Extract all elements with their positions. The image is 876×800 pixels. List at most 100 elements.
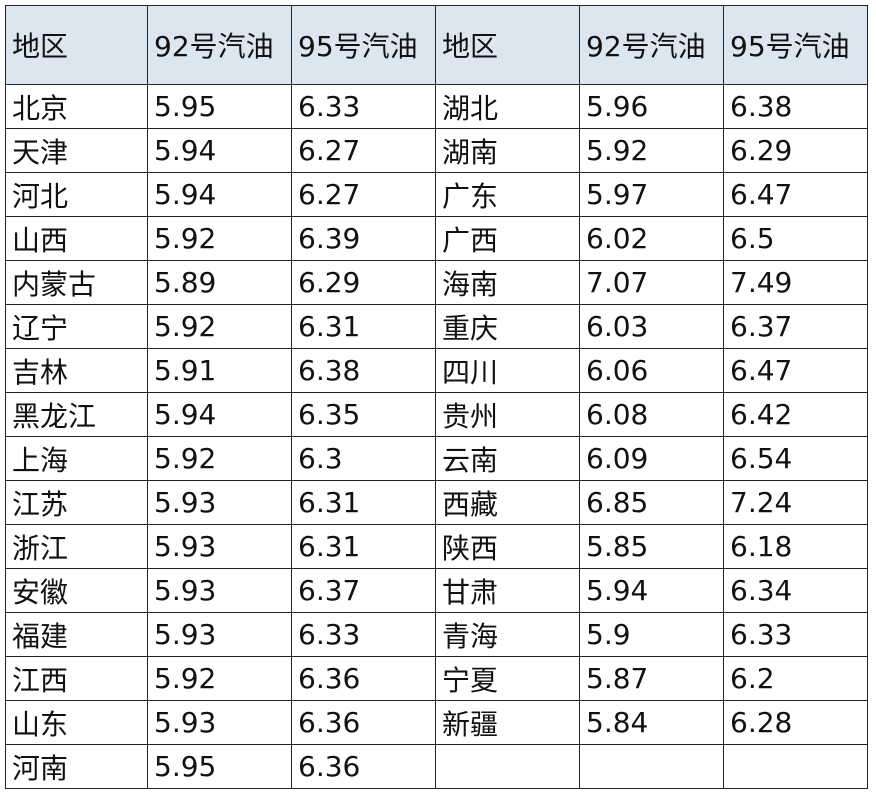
table-cell: 浙江 [5, 525, 148, 569]
table-cell: 重庆 [436, 305, 580, 349]
table-cell: 5.93 [148, 701, 292, 745]
table-cell: 海南 [436, 261, 580, 305]
table-cell: 6.27 [292, 173, 436, 217]
table-cell: 5.94 [148, 393, 292, 437]
table-cell: 6.36 [292, 701, 436, 745]
table-cell: 7.24 [724, 481, 868, 525]
table-cell: 5.93 [148, 613, 292, 657]
table-cell: 5.94 [580, 569, 724, 613]
table-cell: 6.29 [292, 261, 436, 305]
table-cell: 5.92 [580, 129, 724, 173]
table-cell: 6.34 [724, 569, 868, 613]
header-cell: 地区 [436, 5, 580, 85]
table-cell: 6.47 [724, 173, 868, 217]
table-cell: 5.9 [580, 613, 724, 657]
empty-cell [724, 745, 868, 789]
table-cell: 6.33 [292, 613, 436, 657]
table-cell: 6.02 [580, 217, 724, 261]
table-cell: 6.54 [724, 437, 868, 481]
table-cell: 湖北 [436, 85, 580, 129]
table-cell: 6.08 [580, 393, 724, 437]
table-cell: 安徽 [5, 569, 148, 613]
table-cell: 山东 [5, 701, 148, 745]
table-cell: 6.39 [292, 217, 436, 261]
header-cell: 95号汽油 [292, 5, 436, 85]
table-cell: 云南 [436, 437, 580, 481]
table-cell: 5.92 [148, 437, 292, 481]
table-cell: 四川 [436, 349, 580, 393]
table-cell: 5.92 [148, 657, 292, 701]
table-cell: 6.03 [580, 305, 724, 349]
table-cell: 6.28 [724, 701, 868, 745]
table-cell: 福建 [5, 613, 148, 657]
table-cell: 内蒙古 [5, 261, 148, 305]
table-cell: 6.06 [580, 349, 724, 393]
table-cell: 6.33 [724, 613, 868, 657]
header-cell: 95号汽油 [724, 5, 868, 85]
table-cell: 6.85 [580, 481, 724, 525]
table-cell: 广东 [436, 173, 580, 217]
table-cell: 6.27 [292, 129, 436, 173]
table-cell: 6.36 [292, 657, 436, 701]
table-cell: 6.33 [292, 85, 436, 129]
table-cell: 天津 [5, 129, 148, 173]
table-cell: 5.93 [148, 481, 292, 525]
table-cell: 6.31 [292, 481, 436, 525]
table-cell: 6.31 [292, 305, 436, 349]
table-cell: 5.91 [148, 349, 292, 393]
table-cell: 6.5 [724, 217, 868, 261]
table-cell: 6.36 [292, 745, 436, 789]
header-cell: 92号汽油 [580, 5, 724, 85]
table-cell: 湖南 [436, 129, 580, 173]
table-cell: 北京 [5, 85, 148, 129]
table-cell: 5.92 [148, 217, 292, 261]
header-cell: 92号汽油 [148, 5, 292, 85]
table-cell: 5.94 [148, 173, 292, 217]
table-cell: 广西 [436, 217, 580, 261]
table-cell: 6.38 [292, 349, 436, 393]
table-cell: 5.93 [148, 569, 292, 613]
table-cell: 7.07 [580, 261, 724, 305]
table-cell: 甘肃 [436, 569, 580, 613]
table-cell: 6.38 [724, 85, 868, 129]
table-cell: 6.35 [292, 393, 436, 437]
empty-cell [436, 745, 580, 789]
table-cell: 6.42 [724, 393, 868, 437]
table-cell: 6.31 [292, 525, 436, 569]
table-cell: 6.3 [292, 437, 436, 481]
table-cell: 5.87 [580, 657, 724, 701]
table-cell: 陕西 [436, 525, 580, 569]
table-cell: 辽宁 [5, 305, 148, 349]
table-cell: 5.95 [148, 745, 292, 789]
table-cell: 5.92 [148, 305, 292, 349]
table-cell: 5.97 [580, 173, 724, 217]
table-cell: 5.85 [580, 525, 724, 569]
table-cell: 河北 [5, 173, 148, 217]
table-cell: 6.29 [724, 129, 868, 173]
empty-cell [580, 745, 724, 789]
table-cell: 5.96 [580, 85, 724, 129]
table-cell: 5.89 [148, 261, 292, 305]
table-cell: 黑龙江 [5, 393, 148, 437]
table-cell: 6.37 [292, 569, 436, 613]
table-cell: 6.37 [724, 305, 868, 349]
table-cell: 6.2 [724, 657, 868, 701]
table-cell: 吉林 [5, 349, 148, 393]
table-cell: 5.94 [148, 129, 292, 173]
table-cell: 6.47 [724, 349, 868, 393]
table-cell: 宁夏 [436, 657, 580, 701]
table-cell: 7.49 [724, 261, 868, 305]
table-cell: 河南 [5, 745, 148, 789]
table-cell: 江苏 [5, 481, 148, 525]
table-cell: 5.84 [580, 701, 724, 745]
table-cell: 江西 [5, 657, 148, 701]
table-cell: 青海 [436, 613, 580, 657]
table-cell: 6.09 [580, 437, 724, 481]
table-cell: 5.93 [148, 525, 292, 569]
header-cell: 地区 [5, 5, 148, 85]
table-cell: 西藏 [436, 481, 580, 525]
table-cell: 新疆 [436, 701, 580, 745]
table-cell: 5.95 [148, 85, 292, 129]
table-cell: 6.18 [724, 525, 868, 569]
